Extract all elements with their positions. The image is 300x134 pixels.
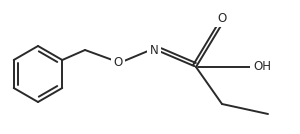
- Text: O: O: [218, 12, 226, 25]
- Bar: [147, 42, 161, 59]
- Bar: [215, 10, 229, 27]
- Bar: [250, 59, 274, 75]
- Text: O: O: [113, 55, 123, 68]
- Text: N: N: [150, 44, 158, 57]
- Bar: [111, 53, 125, 70]
- Text: OH: OH: [253, 60, 271, 74]
